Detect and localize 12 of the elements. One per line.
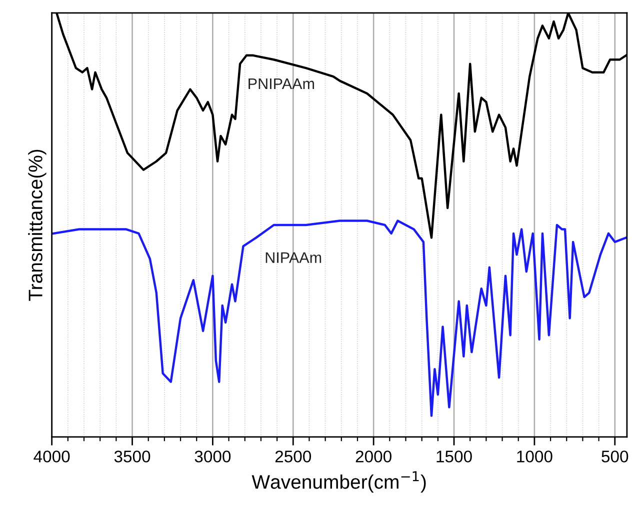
x-axis-title: Wavenumber(cm$^{−1}$) — [252, 471, 426, 493]
x-tick-label: 2000 — [356, 450, 392, 462]
x-tick-label: 1500 — [436, 450, 472, 462]
x-tick-label: 500 — [602, 450, 628, 462]
series-label: PNIPAAm — [248, 78, 314, 90]
x-tick-label: 2500 — [275, 450, 312, 462]
x-tick-label: 3000 — [194, 450, 231, 462]
series-label: NIPAAm — [266, 252, 322, 263]
y-axis-title: Transmittance(%) — [28, 150, 46, 301]
x-tick-label: 1000 — [517, 450, 552, 462]
x-tick-label: 3500 — [114, 450, 150, 462]
x-tick-label: 4000 — [34, 450, 70, 462]
